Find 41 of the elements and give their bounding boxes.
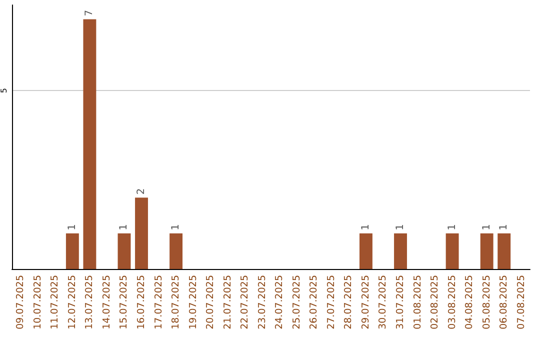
x-tick-label: 16.07.2025 bbox=[136, 275, 147, 330]
x-tick-label: 09.07.2025 bbox=[15, 275, 26, 330]
data-label: 7 bbox=[84, 10, 96, 16]
x-tick-label: 19.07.2025 bbox=[188, 275, 199, 330]
x-tick-label: 01.08.2025 bbox=[412, 275, 424, 330]
x-tick-label: 07.08.2025 bbox=[516, 275, 527, 330]
x-tick-label: 13.07.2025 bbox=[84, 275, 96, 330]
x-tick-label: 30.07.2025 bbox=[378, 275, 389, 330]
data-label: 1 bbox=[446, 224, 458, 230]
x-tick-label: 18.07.2025 bbox=[170, 275, 182, 330]
x-tick-label: 23.07.2025 bbox=[256, 275, 268, 330]
x-tick-label: 20.07.2025 bbox=[205, 275, 216, 330]
x-tick-label: 02.08.2025 bbox=[430, 275, 441, 330]
x-tick-label: 28.07.2025 bbox=[343, 275, 354, 330]
data-label: 1 bbox=[360, 224, 372, 230]
y-tick-label: 5 bbox=[0, 88, 8, 94]
x-tick-label: 05.08.2025 bbox=[481, 275, 492, 330]
x-tick-label: 17.07.2025 bbox=[153, 275, 164, 330]
x-tick-label: 31.07.2025 bbox=[395, 275, 406, 330]
x-tick-label: 06.08.2025 bbox=[498, 275, 510, 330]
x-tick-label: 14.07.2025 bbox=[101, 275, 112, 330]
x-tick-label: 15.07.2025 bbox=[118, 275, 130, 330]
data-label: 1 bbox=[66, 224, 78, 230]
x-tick-label: 21.07.2025 bbox=[222, 275, 234, 330]
x-tick-label: 25.07.2025 bbox=[291, 275, 302, 330]
x-tick-label: 26.07.2025 bbox=[308, 275, 320, 330]
data-label: 1 bbox=[170, 224, 182, 230]
x-tick-label: 03.08.2025 bbox=[446, 275, 458, 330]
x-tick-label: 10.07.2025 bbox=[32, 275, 44, 330]
x-tick-label: 24.07.2025 bbox=[274, 275, 286, 330]
data-label: 2 bbox=[136, 188, 147, 195]
x-tick-label: 22.07.2025 bbox=[240, 275, 251, 330]
x-tick-label: 12.07.2025 bbox=[66, 275, 78, 330]
x-tick-label: 29.07.2025 bbox=[360, 275, 372, 330]
data-label: 1 bbox=[481, 224, 492, 230]
x-tick-label: 04.08.2025 bbox=[464, 275, 476, 330]
x-tick-label: 11.07.2025 bbox=[50, 275, 61, 330]
data-label: 1 bbox=[395, 224, 406, 230]
data-label: 1 bbox=[118, 224, 130, 230]
data-label: 1 bbox=[498, 224, 510, 230]
x-tick-label: 27.07.2025 bbox=[326, 275, 337, 330]
